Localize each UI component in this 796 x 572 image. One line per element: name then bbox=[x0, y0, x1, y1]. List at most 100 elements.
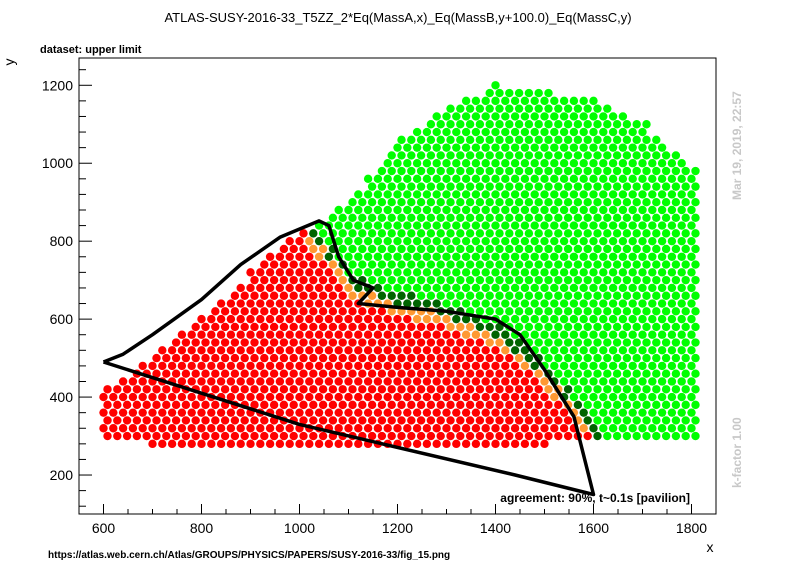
excluded-point bbox=[99, 424, 108, 433]
allowed-point bbox=[495, 275, 504, 285]
excluded-point bbox=[295, 283, 304, 293]
excluded-point bbox=[397, 431, 406, 441]
allowed-point bbox=[544, 353, 553, 363]
excluded-point bbox=[289, 431, 298, 441]
excluded-point bbox=[305, 299, 314, 308]
excluded-point bbox=[318, 275, 328, 285]
y-tick-label: 800 bbox=[50, 233, 74, 249]
excluded-border-point bbox=[338, 275, 347, 285]
allowed-point bbox=[608, 314, 618, 324]
allowed-point bbox=[501, 127, 510, 137]
excluded-point bbox=[318, 291, 328, 300]
excluded-point bbox=[295, 268, 304, 277]
allowed-point bbox=[583, 353, 592, 363]
excluded-point bbox=[403, 314, 412, 324]
allowed-point bbox=[485, 213, 494, 222]
allowed-point bbox=[412, 190, 422, 199]
excluded-point bbox=[289, 307, 298, 316]
excluded-point bbox=[393, 408, 402, 417]
excluded-point bbox=[226, 361, 236, 371]
allowed-point bbox=[412, 252, 422, 261]
allowed-point bbox=[412, 174, 422, 184]
allowed-point bbox=[491, 283, 500, 293]
allowed-point bbox=[612, 338, 622, 347]
excluded-point bbox=[226, 439, 236, 449]
allowed-point bbox=[612, 166, 622, 176]
allowed-point bbox=[628, 143, 637, 152]
allowed-point bbox=[628, 346, 637, 355]
allowed-point bbox=[383, 205, 392, 215]
excluded-point bbox=[265, 377, 275, 386]
allowed-point bbox=[573, 307, 583, 316]
allowed-point bbox=[677, 361, 686, 371]
allowed-point bbox=[550, 143, 559, 152]
excluded-point bbox=[524, 431, 534, 441]
allowed-point bbox=[495, 213, 504, 222]
excluded-point bbox=[305, 330, 314, 339]
excluded-point bbox=[171, 400, 181, 410]
allowed-point bbox=[661, 229, 671, 238]
excluded-point bbox=[285, 346, 294, 355]
excluded-point bbox=[393, 330, 402, 339]
excluded-point bbox=[314, 346, 324, 355]
excluded-point bbox=[240, 353, 249, 363]
allowed-point bbox=[397, 244, 406, 254]
allowed-point bbox=[681, 244, 690, 254]
allowed-point bbox=[514, 307, 524, 316]
allowed-point bbox=[334, 205, 343, 215]
excluded-point bbox=[197, 346, 206, 355]
allowed-point bbox=[397, 182, 406, 191]
excluded-point bbox=[187, 439, 196, 449]
allowed-point bbox=[677, 392, 686, 402]
excluded-point bbox=[132, 385, 142, 394]
allowed-point bbox=[446, 182, 455, 191]
excluded-point bbox=[367, 369, 377, 378]
allowed-point bbox=[593, 307, 602, 316]
allowed-point bbox=[481, 299, 490, 308]
excluded-point bbox=[236, 330, 245, 339]
allowed-point bbox=[465, 244, 475, 254]
allowed-point bbox=[407, 275, 416, 285]
allowed-point bbox=[452, 299, 461, 308]
allowed-point bbox=[632, 400, 641, 410]
allowed-point bbox=[691, 338, 700, 347]
allowed-point bbox=[661, 431, 671, 441]
allowed-point bbox=[671, 213, 681, 222]
allowed-point bbox=[599, 143, 608, 152]
allowed-point bbox=[491, 205, 500, 215]
excluded-point bbox=[128, 424, 138, 433]
excluded-point bbox=[216, 377, 226, 386]
allowed-point bbox=[569, 221, 579, 230]
excluded-point bbox=[426, 400, 436, 410]
excluded-point bbox=[471, 392, 481, 402]
allowed-point bbox=[599, 221, 608, 230]
allowed-point bbox=[495, 229, 504, 238]
allowed-point bbox=[593, 151, 602, 160]
allowed-point bbox=[681, 182, 690, 191]
excluded-point bbox=[383, 346, 392, 355]
excluded-point bbox=[495, 416, 504, 425]
excluded-point bbox=[334, 377, 343, 386]
excluded-point bbox=[393, 346, 402, 355]
allowed-point bbox=[608, 159, 618, 168]
excluded-point bbox=[387, 416, 396, 425]
allowed-point bbox=[589, 143, 598, 152]
allowed-point bbox=[514, 244, 524, 254]
excluded-point bbox=[275, 346, 285, 355]
allowed-point bbox=[661, 322, 671, 332]
excluded-point bbox=[99, 408, 108, 417]
allowed-point bbox=[579, 127, 588, 137]
excluded-point bbox=[295, 361, 304, 371]
excluded-point bbox=[220, 369, 230, 378]
allowed-point bbox=[475, 229, 485, 238]
allowed-point bbox=[638, 377, 647, 386]
allowed-point bbox=[603, 369, 612, 378]
allowed-border-point bbox=[520, 346, 530, 355]
excluded-border-point bbox=[550, 392, 559, 402]
allowed-point bbox=[475, 166, 485, 176]
excluded-border-point bbox=[456, 322, 465, 332]
allowed-point bbox=[403, 268, 412, 277]
allowed-point bbox=[377, 182, 387, 191]
allowed-point bbox=[358, 213, 367, 222]
allowed-point bbox=[318, 229, 328, 238]
